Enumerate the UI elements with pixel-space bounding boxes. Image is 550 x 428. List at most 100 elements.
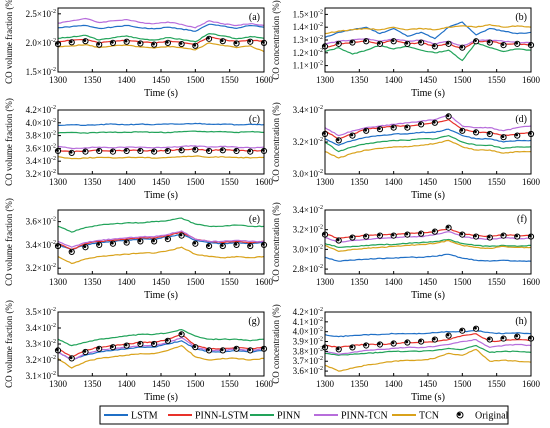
legend-item-lstm: LSTM — [104, 411, 158, 422]
original-marker — [445, 224, 452, 231]
series-pinn-line — [58, 328, 264, 347]
x-axis-label: Time (s) — [144, 190, 178, 201]
original-marker — [219, 347, 226, 354]
original-marker — [335, 137, 342, 144]
x-tick-label: 1450 — [152, 75, 171, 85]
original-marker — [96, 241, 103, 249]
series-pinn-tcn-line — [325, 231, 531, 244]
legend-marker — [456, 411, 464, 419]
original-marker — [404, 124, 411, 131]
x-axis-label: Time (s) — [144, 392, 178, 403]
series-lstm-line — [58, 23, 264, 32]
series-pinn-line — [58, 217, 264, 233]
series-pinn-lstm-line — [58, 148, 264, 153]
x-tick-label: 1600 — [522, 379, 541, 389]
original-marker — [96, 345, 103, 352]
original-marker — [376, 341, 384, 348]
original-marker — [192, 240, 199, 247]
panel-label: (f) — [517, 214, 527, 225]
original-marker — [178, 232, 185, 239]
y-tick-label: 4.0×10-2 — [293, 327, 323, 337]
legend-item-original: Original — [456, 411, 509, 422]
x-tick-label: 1600 — [255, 379, 274, 389]
x-tick-label: 1300 — [49, 379, 68, 389]
original-marker — [514, 333, 521, 340]
y-tick-label: 2.8×10-2 — [293, 264, 323, 274]
series-pinn-lstm-line — [325, 333, 531, 349]
x-tick-label: 1500 — [453, 277, 472, 287]
original-marker — [247, 148, 254, 155]
panel-label: (d) — [515, 114, 527, 125]
x-tick-label: 1600 — [255, 75, 274, 85]
x-tick-label: 1300 — [49, 75, 68, 85]
original-marker — [418, 39, 425, 46]
x-tick-label: 1450 — [419, 75, 438, 85]
series-pinn-tcn-line — [58, 145, 264, 150]
y-tick-label: 4.1×10-2 — [293, 317, 323, 327]
original-marker — [472, 325, 480, 332]
series-tcn-line — [325, 23, 531, 35]
x-tick-label: 1550 — [488, 75, 507, 85]
original-marker — [137, 238, 144, 245]
x-tick-label: 1500 — [453, 75, 472, 85]
x-tick-label: 1450 — [419, 379, 438, 389]
x-tick-label: 1450 — [152, 177, 171, 187]
legend: LSTM PINN-LSTM PINN PINN-TCN TCN Original — [99, 405, 509, 425]
original-marker — [349, 39, 356, 46]
y-tick-label: 1.4×10-2 — [293, 22, 323, 32]
y-tick-label: 1.5×10-2 — [26, 67, 56, 77]
original-marker — [164, 39, 171, 47]
original-marker — [363, 342, 370, 349]
x-tick-label: 1300 — [316, 75, 335, 85]
x-tick-label: 1350 — [350, 75, 369, 85]
original-marker — [472, 38, 480, 45]
legend-item-pinn-tcn: PINN-TCN — [314, 411, 388, 422]
x-tick-label: 1400 — [385, 277, 404, 287]
original-marker — [514, 40, 521, 47]
original-marker — [109, 39, 117, 47]
original-marker — [472, 233, 480, 240]
original-marker — [431, 43, 438, 50]
y-tick-label: 3.2×10-2 — [26, 355, 56, 365]
series-pinn-line — [325, 41, 531, 62]
x-tick-label: 1450 — [419, 277, 438, 287]
y-axis-label: CO concentration (%) — [271, 0, 281, 79]
original-marker — [376, 232, 384, 239]
x-axis-label: Time (s) — [411, 88, 445, 99]
original-marker — [404, 40, 411, 47]
x-tick-label: 1350 — [350, 277, 369, 287]
y-tick-label: 3.0×10-2 — [293, 169, 323, 179]
original-marker — [233, 345, 240, 352]
series-pinn-lstm-line — [58, 333, 264, 358]
series-pinn-tcn-line — [325, 339, 531, 355]
x-tick-label: 1600 — [522, 75, 541, 85]
original-marker — [500, 232, 507, 239]
y-tick-label: 3.8×10-2 — [293, 346, 323, 356]
series-lstm-line — [325, 253, 531, 263]
y-tick-label: 4.0×10-2 — [26, 118, 56, 128]
series-pinn-line — [325, 344, 531, 356]
y-tick-label: 3.2×10-2 — [293, 225, 323, 235]
y-axis-label: CO volume fraction (%) — [4, 0, 14, 84]
original-marker — [363, 38, 370, 45]
legend-box — [99, 405, 509, 425]
original-marker — [233, 40, 240, 47]
original-marker — [335, 346, 342, 353]
original-marker — [178, 40, 185, 48]
series-pinn-tcn-line — [58, 17, 264, 29]
legend-item-tcn: TCN — [392, 411, 439, 422]
panel-a: 1300 1350 1400 1450 1500 1550 1600 Time (s) 1.5×… — [4, 0, 274, 99]
y-tick-label: 3.2×10-2 — [293, 137, 323, 147]
y-tick-label: 1.3×10-2 — [293, 35, 323, 45]
legend-label: TCN — [419, 411, 439, 422]
original-marker — [431, 119, 438, 126]
original-marker — [459, 44, 466, 51]
y-axis-label: CO concentration (%) — [271, 304, 281, 383]
original-marker — [96, 147, 103, 155]
original-marker — [205, 347, 213, 354]
legend-label: PINN — [277, 411, 300, 422]
original-marker — [472, 129, 480, 136]
original-marker — [151, 41, 158, 48]
panel-f: 1300 1350 1400 1450 1500 1550 1600 Time (s) 2.8×… — [271, 202, 541, 301]
original-marker — [418, 230, 425, 237]
